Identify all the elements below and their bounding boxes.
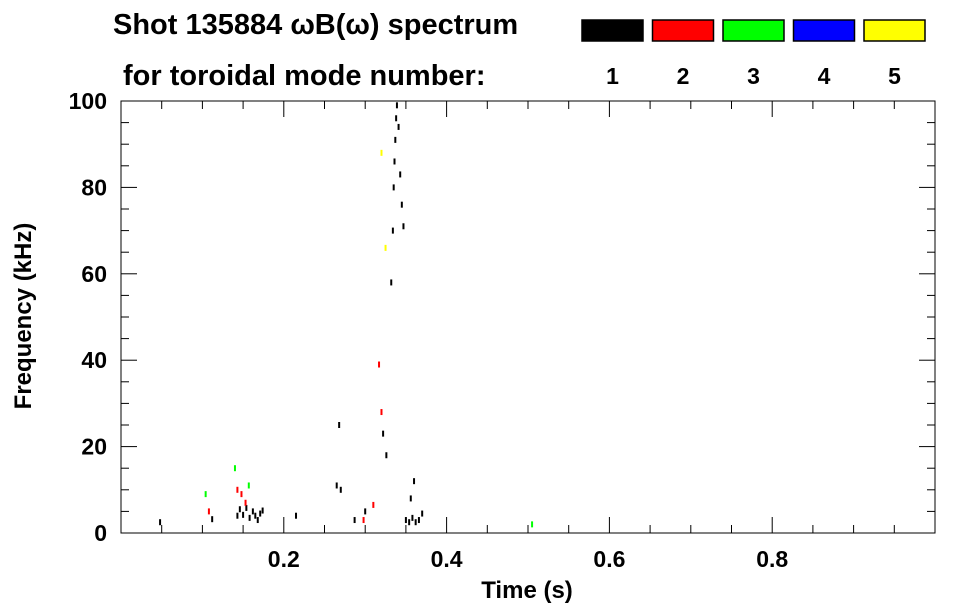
legend-label-mode-2: 2 bbox=[677, 63, 690, 89]
legend-label-mode-1: 1 bbox=[606, 63, 619, 89]
data-point-mode-1-27 bbox=[397, 123, 400, 130]
chart-title-line1: Shot 135884 ωB(ω) spectrum bbox=[113, 9, 518, 41]
data-point-mode-1-35 bbox=[417, 517, 420, 524]
data-point-mode-3-3 bbox=[531, 521, 534, 528]
data-point-mode-1-14 bbox=[338, 422, 341, 428]
axes: 0.2 0.4 0.6 0.8 0 20 40 60 80 100 bbox=[69, 88, 936, 572]
data-point-mode-1-31 bbox=[404, 517, 407, 524]
data-point-mode-5-1 bbox=[384, 244, 387, 251]
data-point-mode-1-22 bbox=[392, 184, 395, 191]
data-point-mode-1-5 bbox=[245, 504, 248, 511]
legend-label-mode-4: 4 bbox=[818, 63, 831, 89]
legend-swatch-mode-4 bbox=[792, 19, 856, 42]
data-point-mode-1-26 bbox=[395, 102, 398, 109]
data-point-mode-3-2 bbox=[247, 482, 250, 489]
data-point-mode-1-19 bbox=[385, 452, 388, 459]
legend-swatch-mode-3 bbox=[722, 19, 785, 42]
data-point-mode-1-9 bbox=[256, 517, 259, 524]
y-axis-label: Frequency (kHz) bbox=[10, 223, 37, 410]
data-point-mode-1-8 bbox=[254, 512, 257, 519]
data-point-mode-1-2 bbox=[236, 512, 239, 519]
data-point-mode-1-20 bbox=[390, 279, 393, 286]
legend-swatch-mode-5 bbox=[863, 19, 926, 42]
plot-area bbox=[159, 102, 534, 528]
chart-title-line2: for toroidal mode number: bbox=[123, 60, 486, 92]
y-tick-label: 20 bbox=[81, 434, 107, 460]
data-point-mode-1-1 bbox=[211, 516, 214, 523]
series-mode-1 bbox=[159, 102, 424, 526]
data-point-mode-1-18 bbox=[382, 430, 385, 437]
data-point-mode-1-3 bbox=[238, 506, 241, 513]
data-point-mode-2-6 bbox=[380, 409, 383, 416]
data-point-mode-2-5 bbox=[362, 517, 365, 524]
data-point-mode-1-23 bbox=[393, 158, 396, 165]
x-axis-label: Time (s) bbox=[481, 577, 573, 604]
data-point-mode-1-21 bbox=[391, 227, 394, 234]
data-point-mode-1-0 bbox=[159, 519, 162, 526]
data-point-mode-1-17 bbox=[364, 508, 367, 515]
data-point-mode-5-0 bbox=[380, 149, 383, 156]
data-point-mode-1-11 bbox=[261, 507, 264, 514]
y-tick-label: 60 bbox=[81, 261, 107, 287]
data-point-mode-1-36 bbox=[421, 510, 424, 517]
legend-swatch-mode-1 bbox=[581, 19, 644, 42]
series-mode-2 bbox=[207, 361, 383, 524]
data-point-mode-1-33 bbox=[411, 514, 414, 521]
data-point-mode-1-38 bbox=[413, 478, 416, 485]
data-point-mode-1-4 bbox=[242, 511, 245, 518]
data-point-mode-1-32 bbox=[408, 519, 411, 526]
data-point-mode-1-28 bbox=[399, 171, 402, 178]
x-tick-label: 0.2 bbox=[268, 546, 300, 572]
data-point-mode-1-30 bbox=[402, 223, 405, 230]
data-point-mode-1-12 bbox=[295, 512, 298, 519]
data-point-mode-2-4 bbox=[372, 501, 375, 508]
y-tick-label: 40 bbox=[81, 347, 107, 373]
y-tick-label: 100 bbox=[69, 88, 107, 114]
data-point-mode-1-7 bbox=[251, 508, 254, 515]
data-point-mode-2-7 bbox=[378, 361, 381, 368]
data-point-mode-2-0 bbox=[207, 508, 210, 515]
y-tick-label: 0 bbox=[94, 520, 107, 546]
data-point-mode-2-2 bbox=[240, 491, 243, 498]
data-point-mode-1-24 bbox=[394, 136, 397, 143]
data-point-mode-1-29 bbox=[400, 201, 403, 208]
data-point-mode-1-16 bbox=[353, 517, 356, 524]
x-tick-label: 0.6 bbox=[593, 546, 625, 572]
x-tick-label: 0.4 bbox=[431, 546, 463, 572]
legend-label-mode-5: 5 bbox=[888, 63, 901, 89]
series-mode-3 bbox=[204, 465, 534, 528]
data-point-mode-1-34 bbox=[414, 519, 417, 526]
data-point-mode-2-1 bbox=[236, 486, 239, 493]
data-point-mode-1-37 bbox=[409, 495, 412, 502]
data-point-mode-1-15 bbox=[339, 486, 342, 493]
data-point-mode-3-0 bbox=[204, 491, 207, 498]
data-point-mode-1-13 bbox=[335, 482, 338, 489]
data-point-mode-1-10 bbox=[259, 510, 262, 517]
plot-frame bbox=[120, 100, 936, 534]
series-mode-5 bbox=[380, 149, 387, 251]
data-point-mode-1-6 bbox=[248, 514, 251, 521]
x-tick-label: 0.8 bbox=[756, 546, 788, 572]
data-point-mode-2-3 bbox=[244, 499, 247, 506]
data-point-mode-1-25 bbox=[395, 115, 398, 122]
legend-swatch-mode-2 bbox=[651, 19, 715, 42]
legend-label-mode-3: 3 bbox=[747, 63, 760, 89]
legend: 1 2 3 4 5 bbox=[581, 19, 926, 89]
data-point-mode-3-1 bbox=[233, 465, 236, 472]
y-tick-label: 80 bbox=[81, 174, 107, 200]
